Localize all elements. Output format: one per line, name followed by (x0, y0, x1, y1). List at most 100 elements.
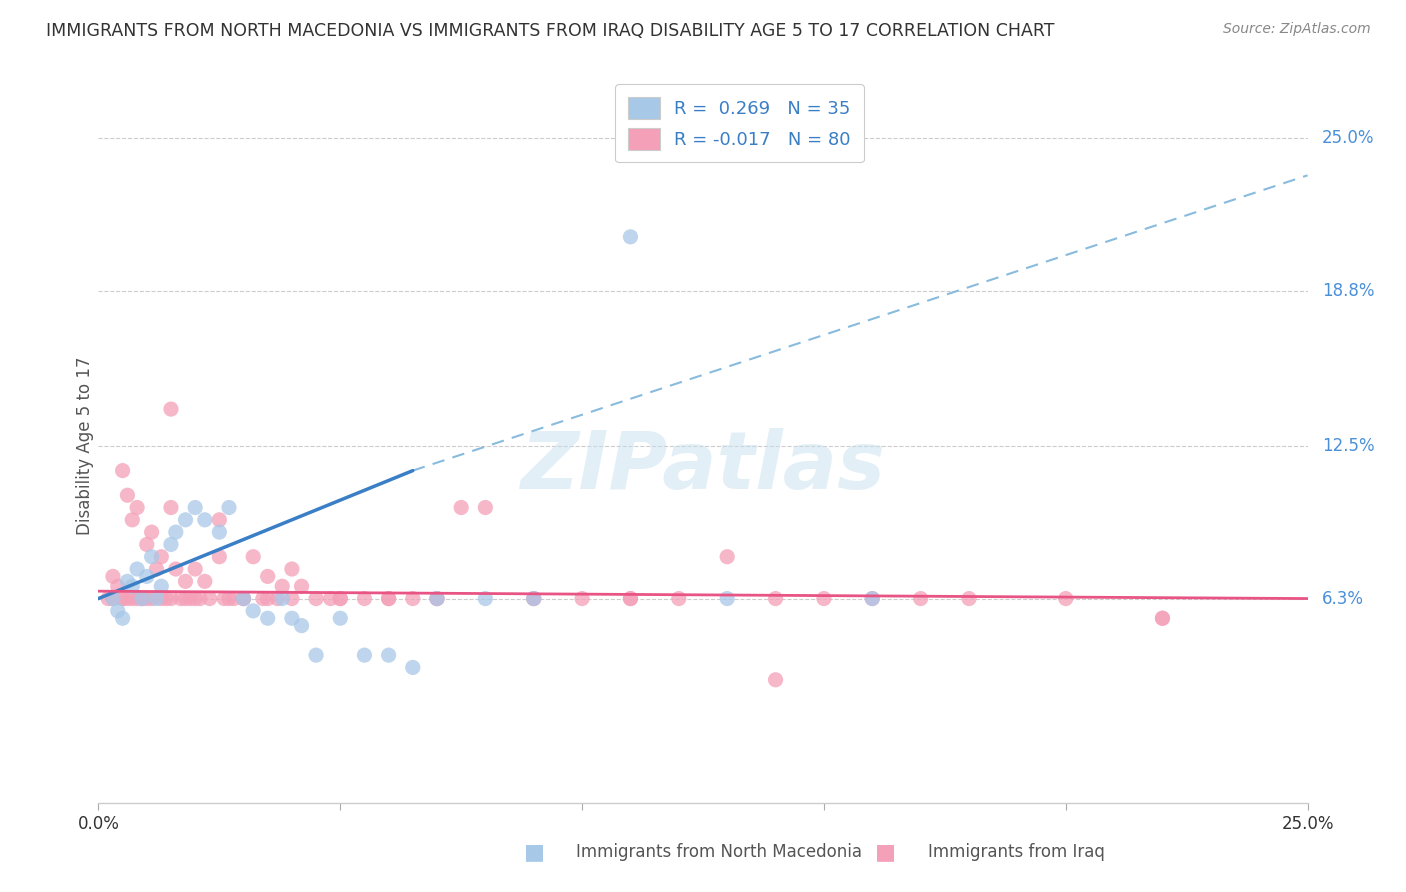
Point (290, 618, 312, 632)
Point (523, 591, 546, 606)
Point (131, 591, 153, 606)
Point (141, 591, 163, 606)
Y-axis label: Disability Age 5 to 17: Disability Age 5 to 17 (76, 357, 94, 535)
Point (127, 500, 149, 515)
Point (252, 591, 274, 606)
Point (232, 591, 254, 606)
Point (160, 402, 183, 417)
Point (194, 574, 217, 589)
Point (1152, 611, 1174, 625)
Point (101, 591, 124, 606)
Point (619, 230, 641, 244)
Point (141, 549, 163, 564)
Point (305, 591, 328, 606)
Point (271, 591, 294, 606)
Point (160, 591, 183, 606)
Point (111, 591, 134, 606)
Point (402, 591, 425, 606)
Point (319, 591, 342, 606)
Point (426, 591, 449, 606)
Point (165, 525, 187, 540)
Point (184, 562, 207, 576)
Point (232, 591, 254, 606)
Point (222, 591, 245, 606)
Text: ■: ■ (876, 842, 896, 862)
Point (765, 591, 787, 606)
Point (111, 591, 134, 606)
Point (523, 591, 546, 606)
Point (184, 591, 207, 606)
Point (145, 562, 167, 576)
Point (377, 591, 399, 606)
Point (97, 591, 120, 606)
Point (127, 591, 149, 606)
Point (208, 513, 231, 527)
Point (135, 537, 157, 551)
Text: 12.5%: 12.5% (1322, 437, 1375, 455)
Point (353, 648, 375, 662)
Point (765, 673, 787, 687)
Point (305, 648, 328, 662)
Point (174, 574, 197, 589)
Text: IMMIGRANTS FROM NORTH MACEDONIA VS IMMIGRANTS FROM IRAQ DISABILITY AGE 5 TO 17 C: IMMIGRANTS FROM NORTH MACEDONIA VS IMMIG… (46, 22, 1054, 40)
Point (160, 500, 183, 515)
Point (619, 591, 641, 606)
Point (266, 591, 288, 606)
Point (165, 562, 187, 576)
Point (402, 660, 425, 674)
Point (281, 562, 304, 576)
Point (155, 591, 177, 606)
Point (426, 591, 449, 606)
Point (290, 579, 312, 593)
Point (571, 591, 593, 606)
Point (160, 537, 183, 551)
Point (127, 562, 149, 576)
Text: 18.8%: 18.8% (1322, 282, 1375, 300)
Point (101, 569, 124, 583)
Point (860, 591, 883, 606)
Point (194, 513, 217, 527)
Point (329, 591, 352, 606)
Point (377, 648, 399, 662)
Point (208, 549, 231, 564)
Point (329, 591, 352, 606)
Point (271, 579, 294, 593)
Point (619, 591, 641, 606)
Point (860, 591, 883, 606)
Point (135, 569, 157, 583)
Point (668, 591, 690, 606)
Point (174, 591, 197, 606)
Point (523, 591, 546, 606)
Text: Immigrants from North Macedonia: Immigrants from North Macedonia (576, 843, 862, 861)
Point (1054, 591, 1077, 606)
Point (256, 611, 278, 625)
Point (910, 591, 932, 606)
Point (256, 569, 278, 583)
Point (474, 500, 496, 515)
Text: ■: ■ (524, 842, 544, 862)
Point (242, 549, 264, 564)
Point (377, 591, 399, 606)
Point (188, 591, 211, 606)
Point (281, 611, 304, 625)
Text: 25.0%: 25.0% (1322, 129, 1375, 147)
Point (117, 574, 139, 589)
Point (218, 591, 240, 606)
Point (117, 488, 139, 502)
Point (232, 591, 254, 606)
Point (208, 525, 231, 540)
Text: ZIPatlas: ZIPatlas (520, 428, 886, 507)
Text: 6.3%: 6.3% (1322, 590, 1364, 607)
Point (242, 604, 264, 618)
Point (107, 604, 129, 618)
Point (121, 579, 143, 593)
Point (135, 591, 157, 606)
Point (131, 591, 153, 606)
Point (121, 513, 143, 527)
Point (150, 591, 173, 606)
Point (111, 611, 134, 625)
Point (426, 591, 449, 606)
Point (141, 525, 163, 540)
Point (111, 464, 134, 478)
Point (329, 611, 352, 625)
